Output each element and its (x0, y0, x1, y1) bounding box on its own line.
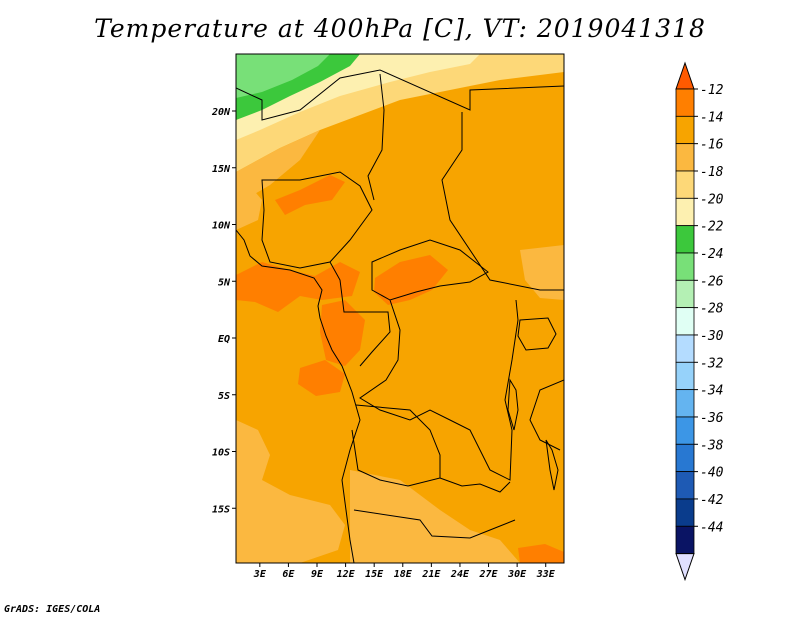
colorbar-box (675, 471, 695, 500)
field-north-16-18 (236, 130, 320, 205)
lake-tanganyika (507, 378, 519, 431)
lon-label: 21E (421, 569, 441, 580)
colorbar-label: -34 (700, 384, 723, 399)
lake-malawi (545, 439, 559, 491)
colorbar-label: -38 (700, 438, 724, 453)
lon-label: 18E (394, 569, 413, 580)
colorbar-box (675, 389, 695, 418)
colorbar-box (675, 307, 695, 336)
colorbar-label: -32 (700, 356, 724, 371)
border-zambia (439, 477, 511, 493)
border-car (371, 239, 489, 301)
colorbar-box (675, 361, 695, 391)
colorbar-box (675, 279, 695, 309)
lat-label: 15N (212, 164, 231, 175)
colorbar-bottom-triangle (675, 553, 695, 582)
lon-label: 9E (311, 569, 324, 580)
map-outlines (236, 69, 564, 563)
colorbar-box (675, 252, 695, 281)
colorbar-label: -16 (700, 138, 724, 153)
border-mali-niger (236, 69, 564, 121)
border-east-africa (529, 379, 564, 451)
latitude-axis: 20N 15N 10N 5N EQ 5S 10S 15S (211, 107, 236, 515)
colorbar-label: -14 (700, 110, 723, 125)
field-east-16-18 (520, 245, 564, 300)
lat-label: 5S (218, 391, 230, 402)
lat-label: EQ (218, 334, 230, 345)
colorbar-box (675, 115, 695, 145)
colorbar-label: -42 (700, 493, 724, 508)
colorbar-box (675, 225, 695, 254)
lat-label: 20N (211, 107, 231, 118)
colorbar-top-triangle (675, 61, 695, 90)
border-nigeria (261, 171, 373, 269)
border-sudan (441, 112, 564, 291)
colorbar-label: -18 (700, 165, 724, 180)
field-congo-12-14 (298, 360, 345, 396)
field-east-12-14 (518, 544, 564, 563)
lon-label: 30E (507, 569, 527, 580)
colorbar-box (675, 197, 695, 227)
colorbar-label: -26 (700, 274, 724, 289)
lon-label: 33E (536, 569, 556, 580)
colorbar-box (675, 443, 695, 473)
colorbar-box (675, 525, 695, 555)
field-west-16-18 (236, 180, 262, 230)
lon-label: 27E (479, 569, 499, 580)
border-drc (359, 299, 519, 481)
lon-label: 6E (282, 569, 295, 580)
field-south-16-18 (350, 470, 520, 563)
colorbar-label: -20 (700, 192, 724, 207)
lat-label: 10S (212, 448, 230, 459)
colorbar-label: -28 (700, 302, 724, 317)
lon-label: 24E (450, 569, 470, 580)
colorbar: -12 -14 -16 -18 -20 -22 -24 -26 -28 -30 -32 -34 -36 -… (675, 61, 724, 582)
longitude-axis: 3E 6E 9E 12E 15E 18E 21E 24E 27E 30E 33E (253, 563, 556, 580)
lat-label: 15S (212, 504, 230, 515)
colorbar-label: -30 (700, 329, 724, 344)
lon-label: 3E (253, 569, 267, 580)
shaded-field (236, 54, 564, 563)
field-southwest-16-18 (236, 420, 345, 563)
lon-label: 15E (365, 569, 384, 580)
field-nigeria-12-14 (275, 175, 345, 215)
colorbar-label: -22 (700, 220, 724, 235)
field-car-12-14 (374, 255, 448, 305)
colorbar-label: -40 (700, 466, 724, 481)
colorbar-label: -36 (700, 411, 724, 426)
coastline-west (236, 229, 361, 563)
colorbar-label: -12 (700, 83, 724, 98)
colorbar-box (675, 88, 695, 117)
border-cameroon-gabon (329, 261, 391, 367)
lat-label: 10N (212, 221, 231, 232)
field-westcoast-12-14 (236, 262, 360, 312)
map-frame (235, 53, 565, 564)
colorbar-box (675, 498, 695, 527)
chart-title: Temperature at 400hPa [C], VT: 201904131… (94, 14, 706, 43)
colorbar-box (675, 170, 695, 199)
border-namibia (353, 509, 516, 539)
lat-label: 5N (218, 277, 231, 288)
colorbar-box (675, 143, 695, 172)
lon-label: 12E (337, 569, 356, 580)
colorbar-box (675, 334, 695, 363)
grads-footer: GrADS: IGES/COLA (4, 604, 101, 615)
field-north-24-26 (236, 54, 330, 98)
colorbar-box (675, 416, 695, 445)
colorbar-label: -44 (700, 520, 723, 535)
colorbar-label: -24 (700, 247, 723, 262)
border-niger-chad (367, 73, 385, 201)
lake-victoria (517, 317, 557, 351)
